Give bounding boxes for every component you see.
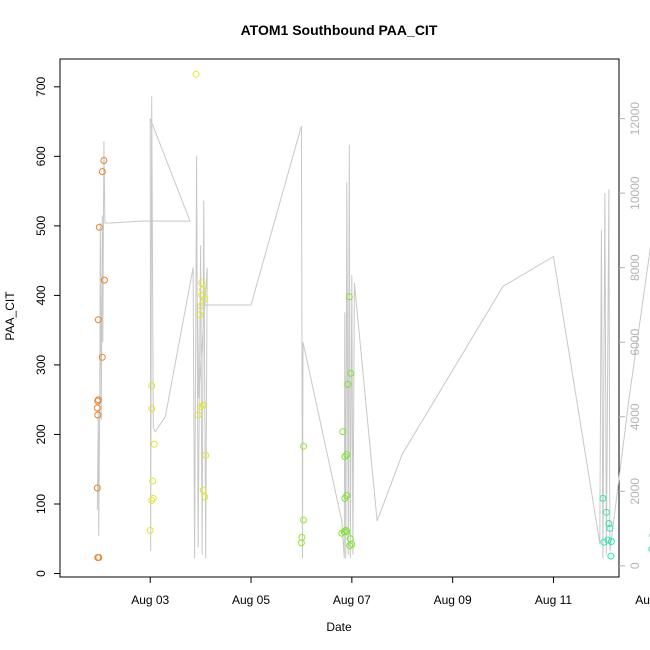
data-point — [599, 494, 607, 502]
data-point — [95, 554, 103, 561]
data-point — [604, 536, 612, 544]
x-tick-label: Aug 05 — [232, 593, 270, 607]
y-axis-label: PAA_CIT — [3, 291, 17, 341]
data-point — [150, 440, 158, 448]
data-point — [342, 526, 350, 534]
data-point — [94, 316, 102, 324]
y-tick-label: 400 — [34, 285, 48, 305]
y-tick-label: 100 — [34, 494, 48, 514]
data-point — [343, 492, 351, 500]
data-point — [100, 276, 108, 284]
data-point — [343, 451, 351, 459]
y2-tick-label: 0 — [628, 562, 642, 569]
data-point — [341, 453, 349, 461]
data-point — [192, 70, 200, 78]
data-point — [340, 528, 348, 536]
data-point — [148, 382, 156, 390]
data-point — [95, 223, 103, 231]
secondary-series-line — [96, 96, 650, 559]
data-point — [343, 528, 351, 536]
data-point — [199, 286, 207, 294]
data-point — [348, 540, 356, 548]
data-point — [607, 538, 615, 545]
y2-tick-label: 8000 — [628, 254, 642, 281]
plot-frame — [59, 58, 620, 578]
data-point — [600, 538, 608, 546]
data-point — [339, 428, 347, 436]
x-tick-label: Aug 03 — [131, 593, 169, 607]
data-point — [300, 442, 307, 450]
data-point — [202, 451, 210, 459]
y-tick-label: 0 — [34, 570, 48, 577]
data-point — [346, 542, 354, 550]
data-point — [149, 494, 157, 502]
data-point — [194, 411, 202, 419]
data-point — [196, 311, 204, 319]
points-layer — [93, 70, 650, 561]
data-point — [149, 477, 157, 485]
y-tick-label: 200 — [34, 424, 48, 444]
data-point — [100, 157, 108, 164]
secondary-series-layer — [96, 96, 650, 559]
data-point — [198, 279, 206, 287]
y2-tick-label: 2000 — [628, 478, 642, 505]
y-tick-label: 500 — [34, 216, 48, 236]
data-point — [606, 524, 614, 532]
x-tick-label: Aug 07 — [333, 593, 371, 607]
y-tick-label: 600 — [34, 146, 48, 166]
x-tick-label: Aug 13 — [635, 593, 650, 607]
data-point — [201, 493, 209, 501]
x-axis-label: Date — [326, 620, 352, 634]
data-point — [94, 411, 102, 419]
data-point — [347, 369, 355, 377]
data-point — [197, 302, 205, 310]
data-point — [93, 404, 101, 412]
chart-title: ATOM1 Southbound PAA_CIT — [241, 22, 438, 38]
data-point — [199, 486, 207, 494]
axes-layer: Aug 03 Aug 05 Aug 07 Aug 09 Aug 11 Aug 13 0 100… — [34, 76, 650, 607]
data-point — [344, 380, 352, 388]
data-point — [298, 533, 306, 541]
data-point — [94, 396, 102, 404]
y-tick-label: 700 — [34, 76, 48, 96]
data-point — [345, 293, 353, 301]
y-tick-label: 300 — [34, 355, 48, 375]
y2-tick-label: 12000 — [628, 102, 642, 136]
data-point — [602, 508, 610, 516]
data-point — [98, 353, 106, 361]
x-tick-label: Aug 09 — [434, 593, 472, 607]
data-point — [201, 295, 209, 303]
data-point — [98, 168, 106, 176]
data-point — [648, 546, 650, 553]
data-point — [300, 516, 307, 524]
data-point — [607, 552, 615, 560]
data-point — [199, 401, 207, 409]
y2-tick-label: 6000 — [628, 329, 642, 356]
data-point — [148, 405, 156, 413]
data-point — [93, 484, 101, 492]
y2-tick-label: 4000 — [628, 403, 642, 430]
data-point — [605, 520, 613, 527]
x-tick-label: Aug 11 — [535, 593, 572, 607]
y2-tick-label: 10000 — [628, 176, 642, 210]
data-point — [146, 526, 154, 534]
data-point — [148, 497, 156, 504]
